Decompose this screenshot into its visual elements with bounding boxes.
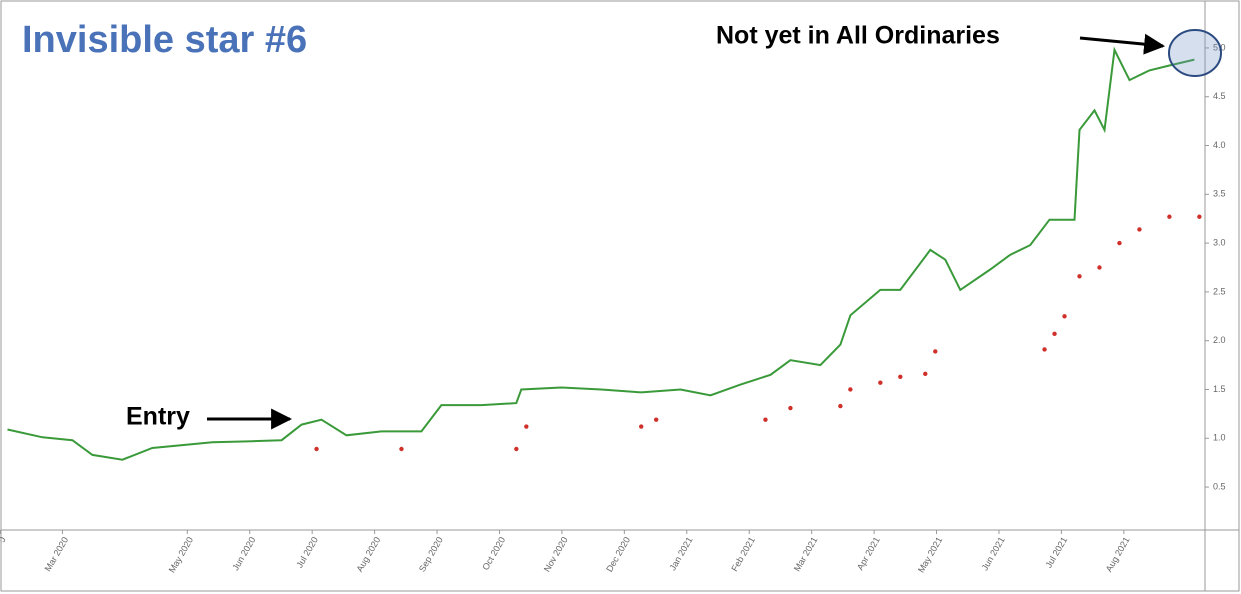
annotation: Not yet in All Ordinaries [716,22,1000,50]
stop-dot [838,403,843,409]
stop-dot [1052,331,1057,337]
stop-dot [1062,314,1067,319]
stop-dot [788,405,793,411]
y-tick-label: 1.0 [1213,433,1226,443]
y-tick-label: 0.5 [1213,481,1226,491]
y-tick-label: 4.0 [1213,140,1226,150]
stop-dot [1077,274,1082,279]
stop-dot [1097,265,1102,270]
stop-dot [763,417,768,422]
price-line [7,46,1195,461]
stop-dot [399,446,404,452]
stop-dot [639,424,644,429]
annotation: Entry [126,403,190,431]
stop-dot [1042,347,1047,352]
stop-dot [848,387,853,392]
stop-dot [514,446,519,452]
stop-dot [653,417,659,422]
stop-dot [898,374,903,379]
y-tick-label: 2.0 [1213,335,1226,345]
y-tick-label: 1.5 [1213,384,1226,394]
stop-dot [933,349,938,354]
stop-dot [1137,227,1142,232]
stop-dot [314,446,319,452]
stop-dot [1117,240,1122,246]
highlight-circle [1168,29,1222,77]
stop-dot [878,380,883,385]
y-tick-label: 3.0 [1213,237,1226,247]
stop-dot [923,371,928,377]
stop-dot [1197,214,1202,219]
stop-dot [1167,214,1172,219]
y-tick-label: 3.5 [1213,189,1226,199]
y-tick-label: 4.5 [1213,91,1226,101]
arrow [1079,33,1166,55]
stop-dot [524,424,529,429]
chart-title: Invisible star #6 [22,19,307,61]
y-tick-label: 2.5 [1213,286,1226,296]
